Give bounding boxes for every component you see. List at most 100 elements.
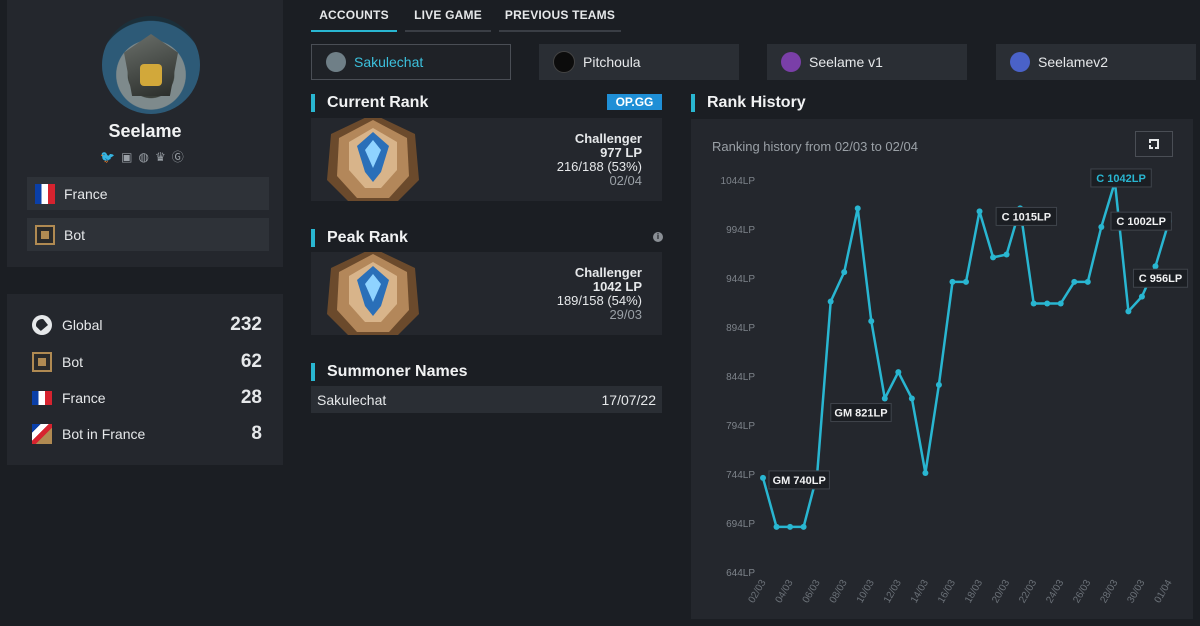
annotation-box [995,206,1058,226]
annotation-label: C 956LP [1139,273,1182,285]
x-tick-label: 12/03 [882,578,904,606]
summoner-name-row: Sakulechat 17/07/22 [311,386,662,413]
data-point [841,269,848,276]
y-tick-label: 694LP [726,519,755,530]
data-point [1044,300,1051,307]
data-point [949,278,956,285]
x-tick-label: 20/03 [990,578,1012,606]
france-flag-icon [35,183,55,204]
rank-history-caption: Ranking history from 02/03 to 02/04 [712,139,918,154]
data-point [800,523,807,530]
country-label: France [64,185,108,202]
data-point [760,474,766,481]
x-tick-label: 16/03 [936,578,958,606]
data-point [1003,251,1010,258]
data-point [1057,300,1064,307]
profile-name: Seelame [108,121,182,141]
x-tick-label: 01/04 [1153,578,1175,606]
summoner-names-title: Summoner Names [311,362,468,382]
annotation-label: C 1042LP [1096,173,1146,185]
x-tick-label: 30/03 [1125,578,1147,606]
discord-icon[interactable]: ◍ [138,150,155,164]
y-tick-label: 1044LP [721,176,756,187]
rank-value: 62 [240,351,262,372]
data-point [1030,300,1037,307]
trophy-icon[interactable]: ♛ [155,150,172,164]
rank-label: Bot [62,354,84,370]
x-tick-label: 22/03 [1017,578,1039,606]
data-point [1098,224,1105,231]
rank-value: 232 [230,314,262,335]
annotation-box [830,403,892,423]
annotation-label: GM 740LP [773,475,826,487]
data-point [854,205,861,212]
account-button-pitchoula[interactable]: Pitchoula [539,44,739,80]
annotation-label: C 1002LP [1116,216,1166,228]
x-tick-label: 24/03 [1044,578,1066,606]
data-point [976,208,983,215]
rank-history-chart: 1044LP 994LP 944LP 894LP 844LP 794LP 744LP 694L… [721,168,1189,606]
info-icon[interactable]: i [653,232,663,242]
role-tag: Bot [27,218,269,251]
account-button-sakulechat[interactable]: Sakulechat [311,44,511,80]
y-tick-label: 744LP [726,470,755,481]
tab-live-game[interactable]: LIVE GAME [405,0,491,32]
fullscreen-button[interactable] [1135,131,1173,157]
data-point [868,318,875,325]
data-point [881,395,888,402]
y-tick-label: 994LP [726,225,755,236]
data-point [1125,308,1132,315]
data-point [922,470,929,477]
rank-history-title: Rank History [691,93,806,113]
peak-rank-box: Challenger 1042 LP 189/158 (54%) 29/03 [311,252,662,335]
x-tick-label: 06/03 [801,578,823,606]
g-icon[interactable]: Ⓖ [171,150,190,164]
annotation-box [768,470,830,490]
rank-bot: Bot 62 [32,350,262,374]
tab-accounts[interactable]: ACCOUNTS [311,0,397,32]
rank-global: Global 232 [32,313,262,337]
peak-rank-title: Peak Rank [311,228,408,248]
country-tag: France [27,177,269,210]
data-point [963,278,969,285]
summoner-name-date: 17/07/22 [601,391,657,408]
tab-previous-teams[interactable]: PREVIOUS TEAMS [499,0,621,32]
rank-value: 8 [251,423,262,444]
y-tick-label: 794LP [726,421,755,432]
twitch-icon[interactable]: ▣ [121,150,139,164]
y-tick-label: 844LP [726,372,755,383]
rank-lp: 1042 LP [592,279,642,294]
data-point [787,523,794,530]
data-point [908,395,915,402]
annotation-box [1132,268,1189,288]
annotation-label: C 1015LP [1002,211,1052,223]
x-tick-label: 04/03 [774,578,796,606]
y-tick-label: 644LP [726,568,755,579]
summoner-name: Sakulechat [317,391,387,408]
account-avatar-icon [553,51,575,73]
rank-lp: 977 LP [600,145,642,160]
x-tick-label: 26/03 [1071,578,1093,606]
rank-record: 189/158 (54%) [556,293,642,308]
account-avatar-icon [326,52,346,72]
account-label: Sakulechat [354,54,424,70]
data-point [1138,293,1145,300]
challenger-emblem-icon [327,118,419,201]
annotation-label: GM 821LP [834,408,887,420]
account-button-seelame-v1[interactable]: Seelame v1 [767,44,967,80]
x-tick-label: 28/03 [1098,578,1120,606]
x-tick-label: 02/03 [747,578,769,606]
role-label: Bot [64,226,86,243]
x-tick-label: 18/03 [963,578,985,606]
rank-tier: Challenger [574,131,642,146]
rank-date: 02/04 [609,173,642,188]
bot-france-icon [32,424,52,444]
data-point [1084,278,1091,285]
opgg-badge[interactable]: OP.GG [607,94,662,110]
account-button-seelamev2[interactable]: Seelamev2 [996,44,1196,80]
account-label: Seelamev2 [1038,54,1109,70]
current-rank-box: Challenger 977 LP 216/188 (53%) 02/04 [311,118,662,201]
account-label: Pitchoula [583,54,641,70]
twitter-icon[interactable]: 🐦 [100,150,122,164]
account-label: Seelame v1 [809,54,883,70]
